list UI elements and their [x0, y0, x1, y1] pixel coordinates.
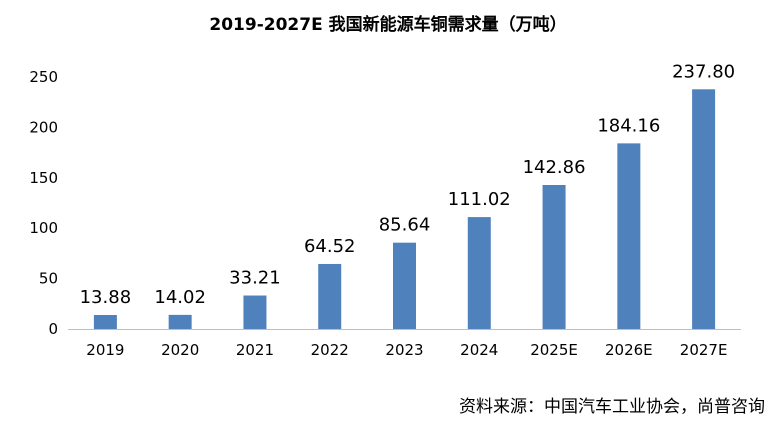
- y-tick-label: 50: [39, 270, 58, 288]
- x-tick-label-2027E: 2027E: [680, 341, 728, 359]
- x-tick-label-2026E: 2026E: [605, 341, 653, 359]
- y-tick-label: 100: [29, 219, 58, 237]
- bar-2021: [243, 295, 267, 329]
- y-tick-label: 150: [29, 169, 58, 187]
- data-label-2023: 85.64: [379, 215, 431, 236]
- bar-2019: [93, 315, 117, 329]
- x-tick-label-2019: 2019: [86, 341, 124, 359]
- bar-2022: [318, 263, 342, 329]
- bar-2026E: [617, 143, 641, 329]
- data-labels-group: 13.88 14.02 33.21 64.52 85.64 111.02 142.86 184…: [80, 61, 735, 308]
- x-tick-label-2024: 2024: [460, 341, 498, 359]
- bar-2024: [467, 217, 491, 329]
- data-label-2019: 13.88: [80, 287, 132, 308]
- data-label-2026E: 184.16: [597, 115, 660, 136]
- data-label-2022: 64.52: [304, 236, 356, 257]
- chart-title: 2019-2027E 我国新能源车铜需求量（万吨）: [209, 14, 566, 35]
- bar-2020: [168, 314, 192, 329]
- y-tick-label: 250: [29, 68, 58, 86]
- y-tick-label: 200: [29, 118, 58, 136]
- x-tick-label-2020: 2020: [161, 341, 199, 359]
- y-tick-label: 0: [48, 320, 58, 338]
- data-label-2027E: 237.80: [672, 61, 735, 82]
- bar-2025E: [542, 184, 566, 329]
- x-axis: 2019 2020 2021 2022 2023 2024 2025E 2026E 2027E: [86, 341, 727, 359]
- data-label-2025E: 142.86: [523, 157, 586, 178]
- bars-group: [93, 89, 716, 329]
- x-tick-label-2021: 2021: [236, 341, 274, 359]
- bar-2027E: [692, 89, 716, 329]
- x-tick-label-2023: 2023: [385, 341, 423, 359]
- data-label-2021: 33.21: [229, 268, 281, 289]
- data-label-2024: 111.02: [448, 189, 511, 210]
- x-tick-label-2025E: 2025E: [530, 341, 578, 359]
- x-tick-label-2022: 2022: [311, 341, 349, 359]
- data-label-2020: 14.02: [154, 287, 206, 308]
- source-note: 资料来源：中国汽车工业协会，尚普咨询: [459, 397, 765, 417]
- bar-2023: [393, 242, 416, 329]
- y-axis: 0 50 100 150 200 250: [29, 68, 58, 338]
